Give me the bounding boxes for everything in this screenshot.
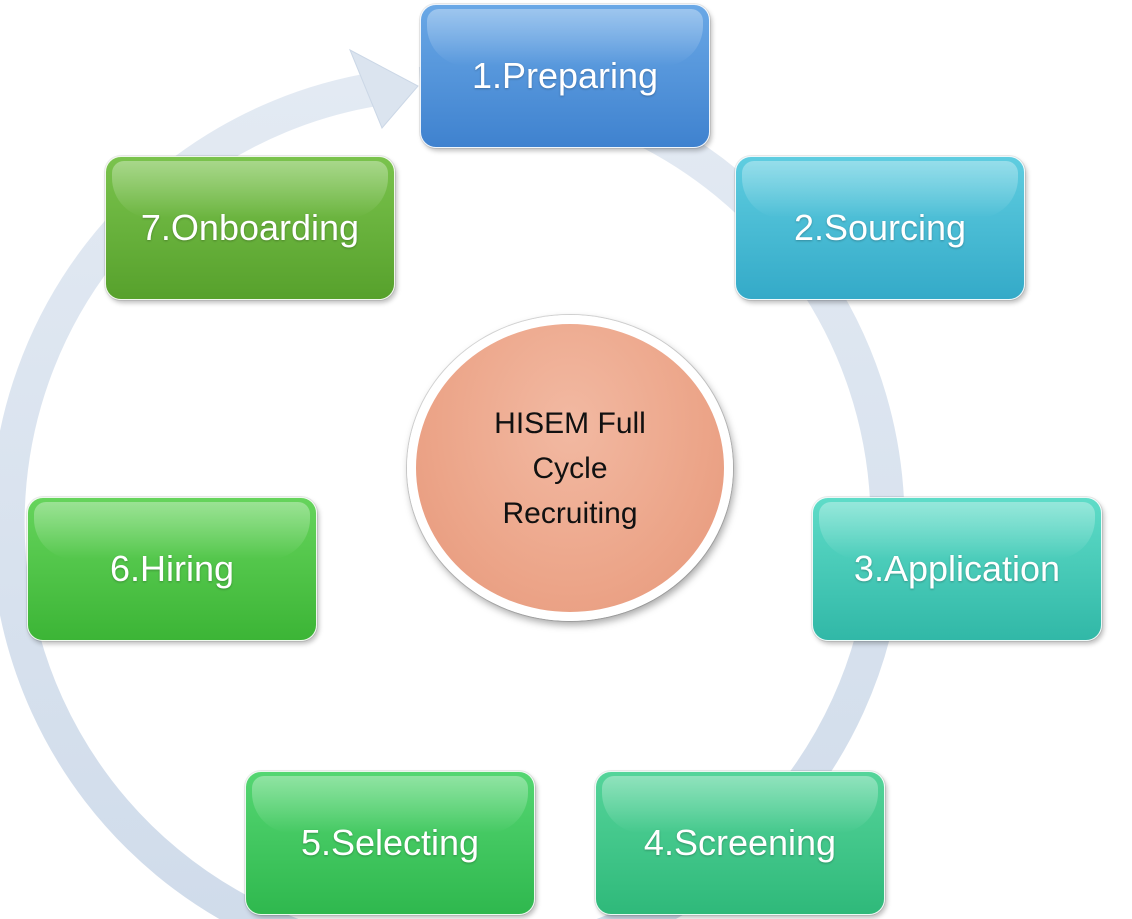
- center-title: HISEM Full Cycle Recruiting: [494, 406, 646, 530]
- step-label: 6.Hiring: [109, 548, 235, 589]
- step-label: 7.Onboarding: [140, 207, 360, 248]
- step-sourcing: 2.Sourcing: [735, 156, 1025, 300]
- step-label: 5.Selecting: [300, 822, 480, 863]
- step-hiring: 6.Hiring: [27, 497, 317, 641]
- step-screening: 4.Screening: [595, 771, 885, 915]
- step-preparing: 1.Preparing: [420, 4, 710, 148]
- step-onboarding: 7.Onboarding: [105, 156, 395, 300]
- step-label: 3.Application: [853, 548, 1061, 589]
- step-label: 1.Preparing: [471, 55, 659, 96]
- step-label: 2.Sourcing: [793, 207, 967, 248]
- center-circle: HISEM Full Cycle Recruiting: [407, 315, 733, 621]
- step-label: 4.Screening: [643, 822, 837, 863]
- step-selecting: 5.Selecting: [245, 771, 535, 915]
- step-application: 3.Application: [812, 497, 1102, 641]
- cycle-arrowhead: [349, 48, 419, 129]
